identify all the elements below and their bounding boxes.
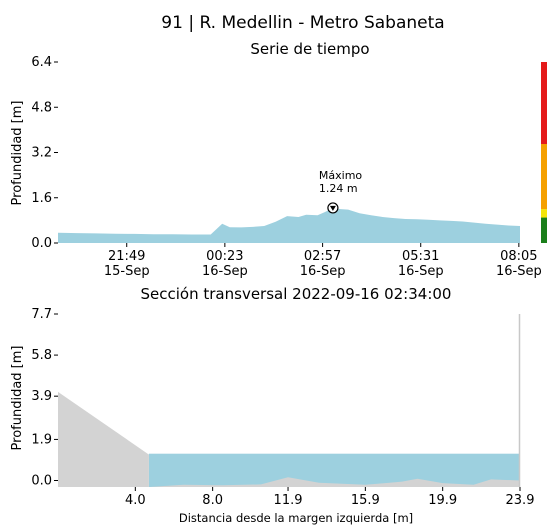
time-series-plot: 0.01.63.24.86.421:4915-Sep00:2316-Sep02:… <box>31 55 547 279</box>
cross-section-title: Sección transversal 2022-09-16 02:34:00 <box>141 285 452 303</box>
time-series-chart: Serie de tiempo 0.0 1.6 3.2 4.8 6.4 21:4915-S… <box>10 40 547 279</box>
x-tick-label: 11.9 <box>274 493 303 508</box>
y-tick-label: 3.9 <box>31 389 52 404</box>
x-tick-time: 00:23 <box>206 249 243 264</box>
time-series-title: Serie de tiempo <box>250 40 369 58</box>
x-tick-label: 15.9 <box>351 493 380 508</box>
x-tick-label: 19.9 <box>428 493 457 508</box>
level-bar-segment <box>541 217 547 243</box>
level-bar-segment <box>541 144 547 210</box>
cross-section-plot: 0.0 1.9 3.9 5.8 7.7 4.0 8.0 11.9 15.9 19.9 23.9 <box>31 307 534 508</box>
level-bar-segment <box>541 209 547 218</box>
y-tick-label: 1.6 <box>31 191 52 206</box>
depth-area <box>58 207 520 243</box>
x-tick-label: 4.0 <box>125 493 146 508</box>
cross-section-chart: Sección transversal 2022-09-16 02:34:00 … <box>10 285 534 525</box>
x-tick-time: 02:57 <box>304 249 341 264</box>
x-tick-time: 21:49 <box>108 249 145 264</box>
level-bar-segment <box>541 62 547 145</box>
x-tick-date: 15-Sep <box>104 264 150 279</box>
y-tick-label: 3.2 <box>31 146 52 161</box>
x-tick-date: 16-Sep <box>300 264 346 279</box>
y-tick-label: 0.0 <box>31 474 52 489</box>
max-marker-arrow <box>329 205 336 211</box>
time-series-ylabel: Profundidad [m] <box>10 101 25 206</box>
max-annotation-label: Máximo <box>319 169 363 182</box>
cross-section-ylabel: Profundidad [m] <box>10 346 25 451</box>
y-tick-label: 5.8 <box>31 348 52 363</box>
x-tick-date: 16-Sep <box>202 264 248 279</box>
x-tick-date: 16-Sep <box>496 264 542 279</box>
y-tick-label: 6.4 <box>31 55 52 70</box>
water-area <box>148 453 520 487</box>
x-tick-label: 23.9 <box>506 493 535 508</box>
y-tick-label: 0.0 <box>31 236 52 251</box>
x-tick-date: 16-Sep <box>398 264 444 279</box>
max-annotation-value: 1.24 m <box>319 182 358 195</box>
cross-section-xlabel: Distancia desde la margen izquierda [m] <box>179 511 413 525</box>
y-tick-label: 4.8 <box>31 100 52 115</box>
station-title: 91 | R. Medellin - Metro Sabaneta <box>161 13 444 33</box>
x-tick-time: 05:31 <box>402 249 439 264</box>
y-tick-label: 7.7 <box>31 307 52 322</box>
x-tick-time: 08:05 <box>500 249 537 264</box>
x-tick-label: 8.0 <box>202 493 223 508</box>
ground-area <box>58 391 520 487</box>
y-tick-label: 1.9 <box>31 432 52 447</box>
